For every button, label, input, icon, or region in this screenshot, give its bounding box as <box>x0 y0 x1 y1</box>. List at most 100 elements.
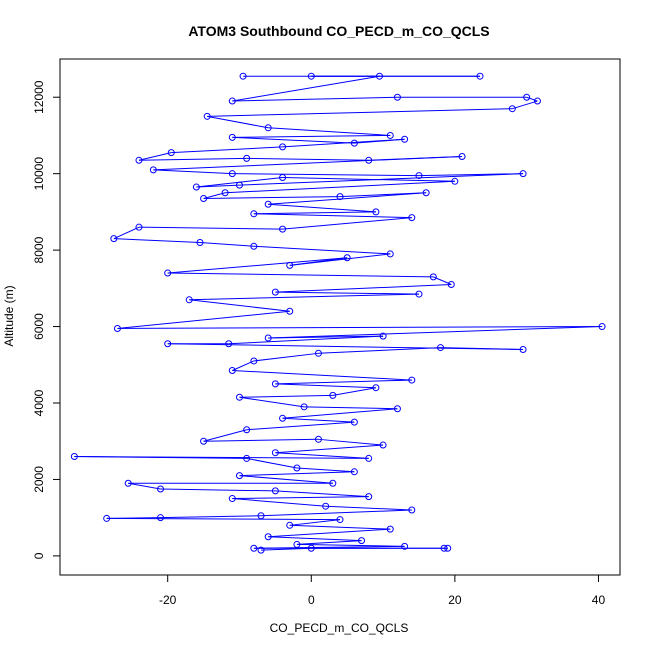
data-point <box>422 189 430 197</box>
series-segment <box>318 347 441 354</box>
series-segment <box>207 108 513 117</box>
series-segment <box>171 146 283 154</box>
data-point <box>293 464 301 472</box>
series-segment <box>261 547 312 551</box>
data-point <box>225 340 233 348</box>
series-segment <box>261 509 412 517</box>
series-segment <box>153 169 233 175</box>
data-point <box>271 288 279 296</box>
series-segment <box>253 245 391 255</box>
series-segment <box>253 211 376 215</box>
data-point <box>257 512 265 520</box>
data-point <box>379 441 387 449</box>
data-point <box>235 472 243 480</box>
data-point <box>365 454 373 462</box>
data-point <box>293 540 301 548</box>
series-segment <box>232 96 398 102</box>
data-point <box>192 183 200 191</box>
series-segment <box>207 115 269 129</box>
x-tick-label: 40 <box>592 593 606 607</box>
series-segment <box>160 515 262 519</box>
data-point <box>372 384 380 392</box>
data-point <box>264 200 272 208</box>
series-segment <box>246 157 369 161</box>
series-segment <box>239 396 305 408</box>
data-point <box>336 193 344 201</box>
data-point <box>110 235 118 243</box>
series-segment <box>268 528 391 538</box>
series-segment <box>253 213 412 219</box>
series-segment <box>138 157 247 161</box>
series-segment <box>239 394 333 398</box>
data-point <box>307 544 315 552</box>
series-segment <box>199 241 254 247</box>
data-point <box>336 516 344 524</box>
y-tick-label: 2000 <box>32 466 46 493</box>
series-segment <box>138 152 172 161</box>
data-point <box>228 495 236 503</box>
series-segment <box>253 352 319 362</box>
data-point <box>203 112 211 120</box>
data-point <box>401 542 409 550</box>
series-segment <box>239 475 333 484</box>
series-segment <box>296 540 362 545</box>
data-point <box>250 210 258 218</box>
data-point <box>279 143 287 151</box>
data-point <box>196 238 204 246</box>
series-segment <box>232 173 419 177</box>
series-segment <box>232 496 369 500</box>
series-segment <box>325 505 412 511</box>
series-segment <box>232 360 255 371</box>
series-segment <box>282 408 398 419</box>
data-point <box>243 154 251 162</box>
data-point <box>271 487 279 495</box>
data-point <box>393 405 401 413</box>
series-segment <box>203 192 226 199</box>
series-segment <box>239 471 355 477</box>
series-segment <box>332 387 376 396</box>
series-segment <box>228 335 384 345</box>
series-segment <box>128 482 161 490</box>
data-point <box>279 414 287 422</box>
data-point <box>447 281 455 289</box>
data-point <box>286 261 294 269</box>
series-segment <box>318 438 384 446</box>
data-point <box>458 152 466 160</box>
data-point <box>322 502 330 510</box>
data-point <box>386 250 394 258</box>
data-point <box>508 105 516 113</box>
series-segment <box>296 543 405 547</box>
data-point <box>239 72 247 80</box>
data-point <box>314 349 322 357</box>
data-point <box>286 307 294 315</box>
series-segment <box>246 421 355 431</box>
series-segment <box>232 134 391 138</box>
data-point <box>444 544 452 552</box>
series-segment <box>282 138 405 148</box>
data-point <box>70 453 78 461</box>
series-segment <box>117 310 290 329</box>
data-point <box>393 93 401 101</box>
series-segment <box>232 75 380 102</box>
series-segment <box>167 272 434 278</box>
series-segment <box>113 226 140 240</box>
data-point <box>124 479 132 487</box>
data-point <box>386 131 394 139</box>
series-segment <box>268 536 362 542</box>
data-point <box>164 340 172 348</box>
x-axis: -20 0 20 40 <box>159 574 606 607</box>
series-segment <box>526 96 538 102</box>
series-points <box>70 72 606 554</box>
series-segment <box>289 524 391 530</box>
data-point <box>185 296 193 304</box>
data-point <box>343 254 351 262</box>
data-point <box>375 72 383 80</box>
data-point <box>408 376 416 384</box>
data-point <box>329 391 337 399</box>
data-point <box>358 537 366 545</box>
data-point <box>437 344 445 352</box>
data-point <box>451 177 459 185</box>
series-segment <box>268 326 603 339</box>
data-point <box>401 135 409 143</box>
